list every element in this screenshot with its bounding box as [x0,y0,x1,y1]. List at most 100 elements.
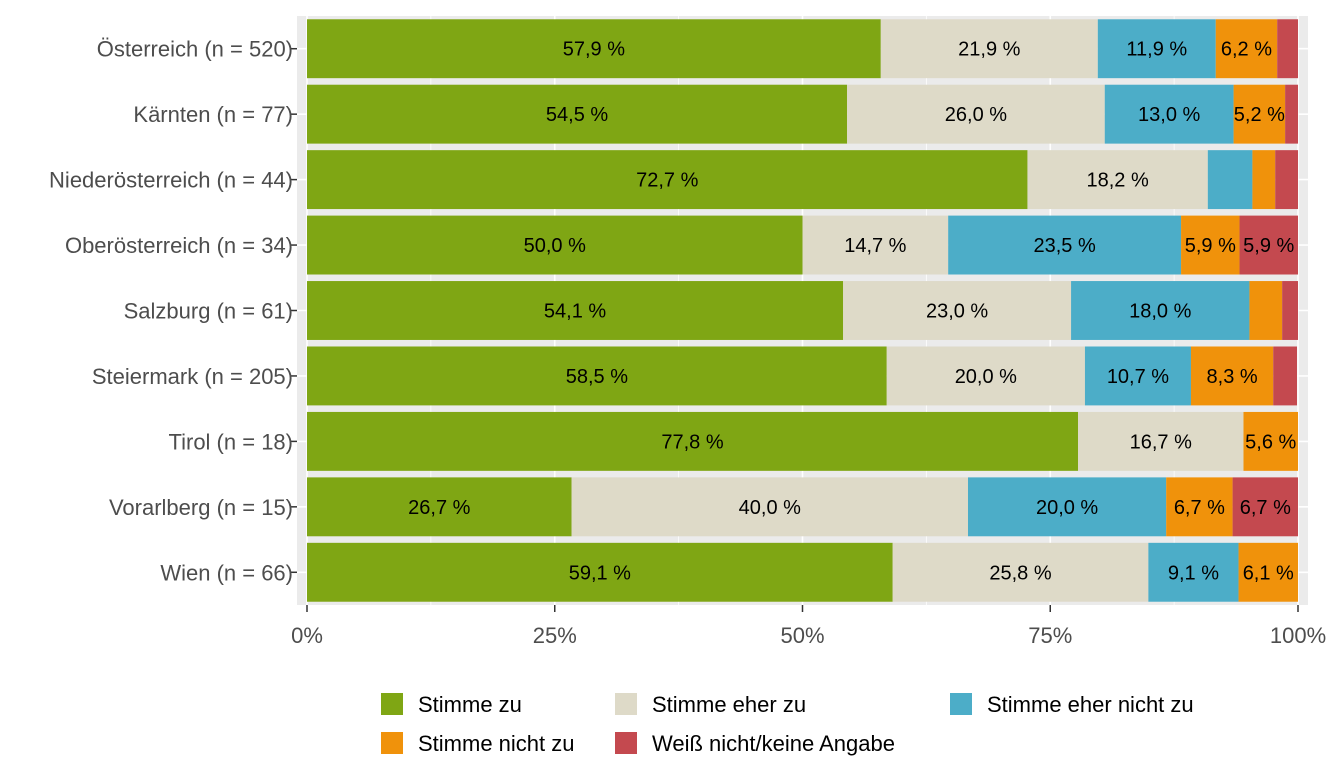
bar-segment [1097,19,1216,79]
x-tick-label: 100% [1270,623,1326,648]
bar-value-label: 5,9 % [1243,235,1294,257]
category-label: Oberösterreich (n = 34) [65,233,293,258]
bar-value-label: 20,0 % [1036,497,1098,519]
bar-value-label: 40,0 % [739,497,801,519]
bar-value-label: 5,2 % [1234,104,1285,126]
x-tick-label: 75% [1028,623,1072,648]
bar-segment [1232,477,1298,537]
bar-value-label: 77,8 % [661,431,723,453]
bar-segment [1277,19,1298,79]
bar-segment [307,411,1078,471]
bar-segment [307,150,1028,210]
bars: 57,9 % 21,9 % 11,9 % 6,2 % 54,5 % 26,0 % 13,0 … [307,19,1298,602]
legend-label: Stimme eher zu [652,692,806,717]
bar-segment [307,84,848,144]
bar-value-label: 13,0 % [1138,104,1200,126]
bar-value-label: 25,8 % [989,562,1051,584]
bar-segment [1215,19,1278,79]
category-label: Tirol (n = 18) [168,429,293,454]
category-axis: Österreich (n = 520) Kärnten (n = 77) Nied… [49,37,297,585]
bar-value-label: 5,9 % [1185,235,1236,257]
bar-segment [307,19,881,79]
bar-segment [1084,346,1191,406]
legend-label: Stimme eher nicht zu [987,692,1194,717]
x-tick-label: 0% [291,623,323,648]
bar-value-label: 50,0 % [524,235,586,257]
legend: Stimme zu Stimme eher zu Stimme eher nicht… [381,692,1194,756]
bar-segment [1190,346,1274,406]
legend-swatch [950,693,972,715]
bar-value-label: 14,7 % [844,235,906,257]
x-tick-label: 25% [533,623,577,648]
bar-value-label: 20,0 % [955,366,1017,388]
legend-label: Weiß nicht/keine Angabe [652,731,895,756]
bar-segment [1238,542,1298,602]
category-label: Niederösterreich (n = 44) [49,168,293,193]
bar-segment [948,215,1182,275]
bar-segment [1077,411,1244,471]
category-label: Wien (n = 66) [160,560,293,585]
bar-segment [892,542,1149,602]
bar-segment [1104,84,1234,144]
bar-segment [1207,150,1253,210]
bar-value-label: 8,3 % [1207,366,1258,388]
bar-value-label: 26,0 % [945,104,1007,126]
bar-segment [802,215,949,275]
bar-segment [1285,84,1298,144]
bar-segment [571,477,968,537]
bar-segment [307,477,572,537]
category-label: Österreich (n = 520) [97,37,293,62]
bar-segment [1249,281,1283,340]
bar-value-label: 10,7 % [1107,366,1169,388]
bar-value-label: 23,5 % [1033,235,1095,257]
legend-label: Stimme zu [418,692,522,717]
legend-swatch [381,732,403,754]
bar-value-label: 16,7 % [1130,431,1192,453]
bar-value-label: 54,1 % [544,301,606,323]
bar-segment [1148,542,1239,602]
bar-segment [967,477,1167,537]
bar-value-label: 18,0 % [1129,301,1191,323]
bar-segment [1239,215,1298,275]
bar-value-label: 21,9 % [958,39,1020,61]
legend-swatch [381,693,403,715]
bar-value-label: 59,1 % [569,562,631,584]
bar-segment [307,346,887,406]
bar-segment [307,281,844,340]
legend-swatch [615,732,637,754]
bar-value-label: 54,5 % [546,104,608,126]
bar-value-label: 72,7 % [636,170,698,192]
bar-value-label: 18,2 % [1087,170,1149,192]
bar-segment [1273,346,1298,406]
bar-segment [1233,84,1286,144]
bar-value-label: 23,0 % [926,301,988,323]
bar-segment [843,281,1072,340]
x-tick-label: 50% [780,623,824,648]
legend-label: Stimme nicht zu [418,731,575,756]
bar-segment [307,542,893,602]
bar-value-label: 5,6 % [1245,431,1296,453]
legend-swatch [615,693,637,715]
bar-value-label: 58,5 % [566,366,628,388]
bar-segment [1282,281,1298,340]
bar-value-label: 6,2 % [1221,39,1272,61]
bar-value-label: 6,7 % [1240,497,1291,519]
bar-value-label: 57,9 % [563,39,625,61]
value-axis: 0% 25% 50% 75% 100% [291,605,1326,648]
bar-segment [307,215,803,275]
bar-value-label: 11,9 % [1126,39,1187,61]
bar-segment [1275,150,1298,210]
bar-segment [1027,150,1208,210]
bar-segment [880,19,1098,79]
bar-segment [847,84,1105,144]
bar-value-label: 6,7 % [1174,497,1225,519]
bar-value-label: 6,1 % [1243,562,1294,584]
bar-segment [886,346,1085,406]
bar-segment [1166,477,1233,537]
category-label: Vorarlberg (n = 15) [109,495,293,520]
category-label: Steiermark (n = 205) [92,364,293,389]
category-label: Salzburg (n = 61) [124,299,293,324]
bar-segment [1252,150,1276,210]
bar-segment [1243,411,1298,471]
